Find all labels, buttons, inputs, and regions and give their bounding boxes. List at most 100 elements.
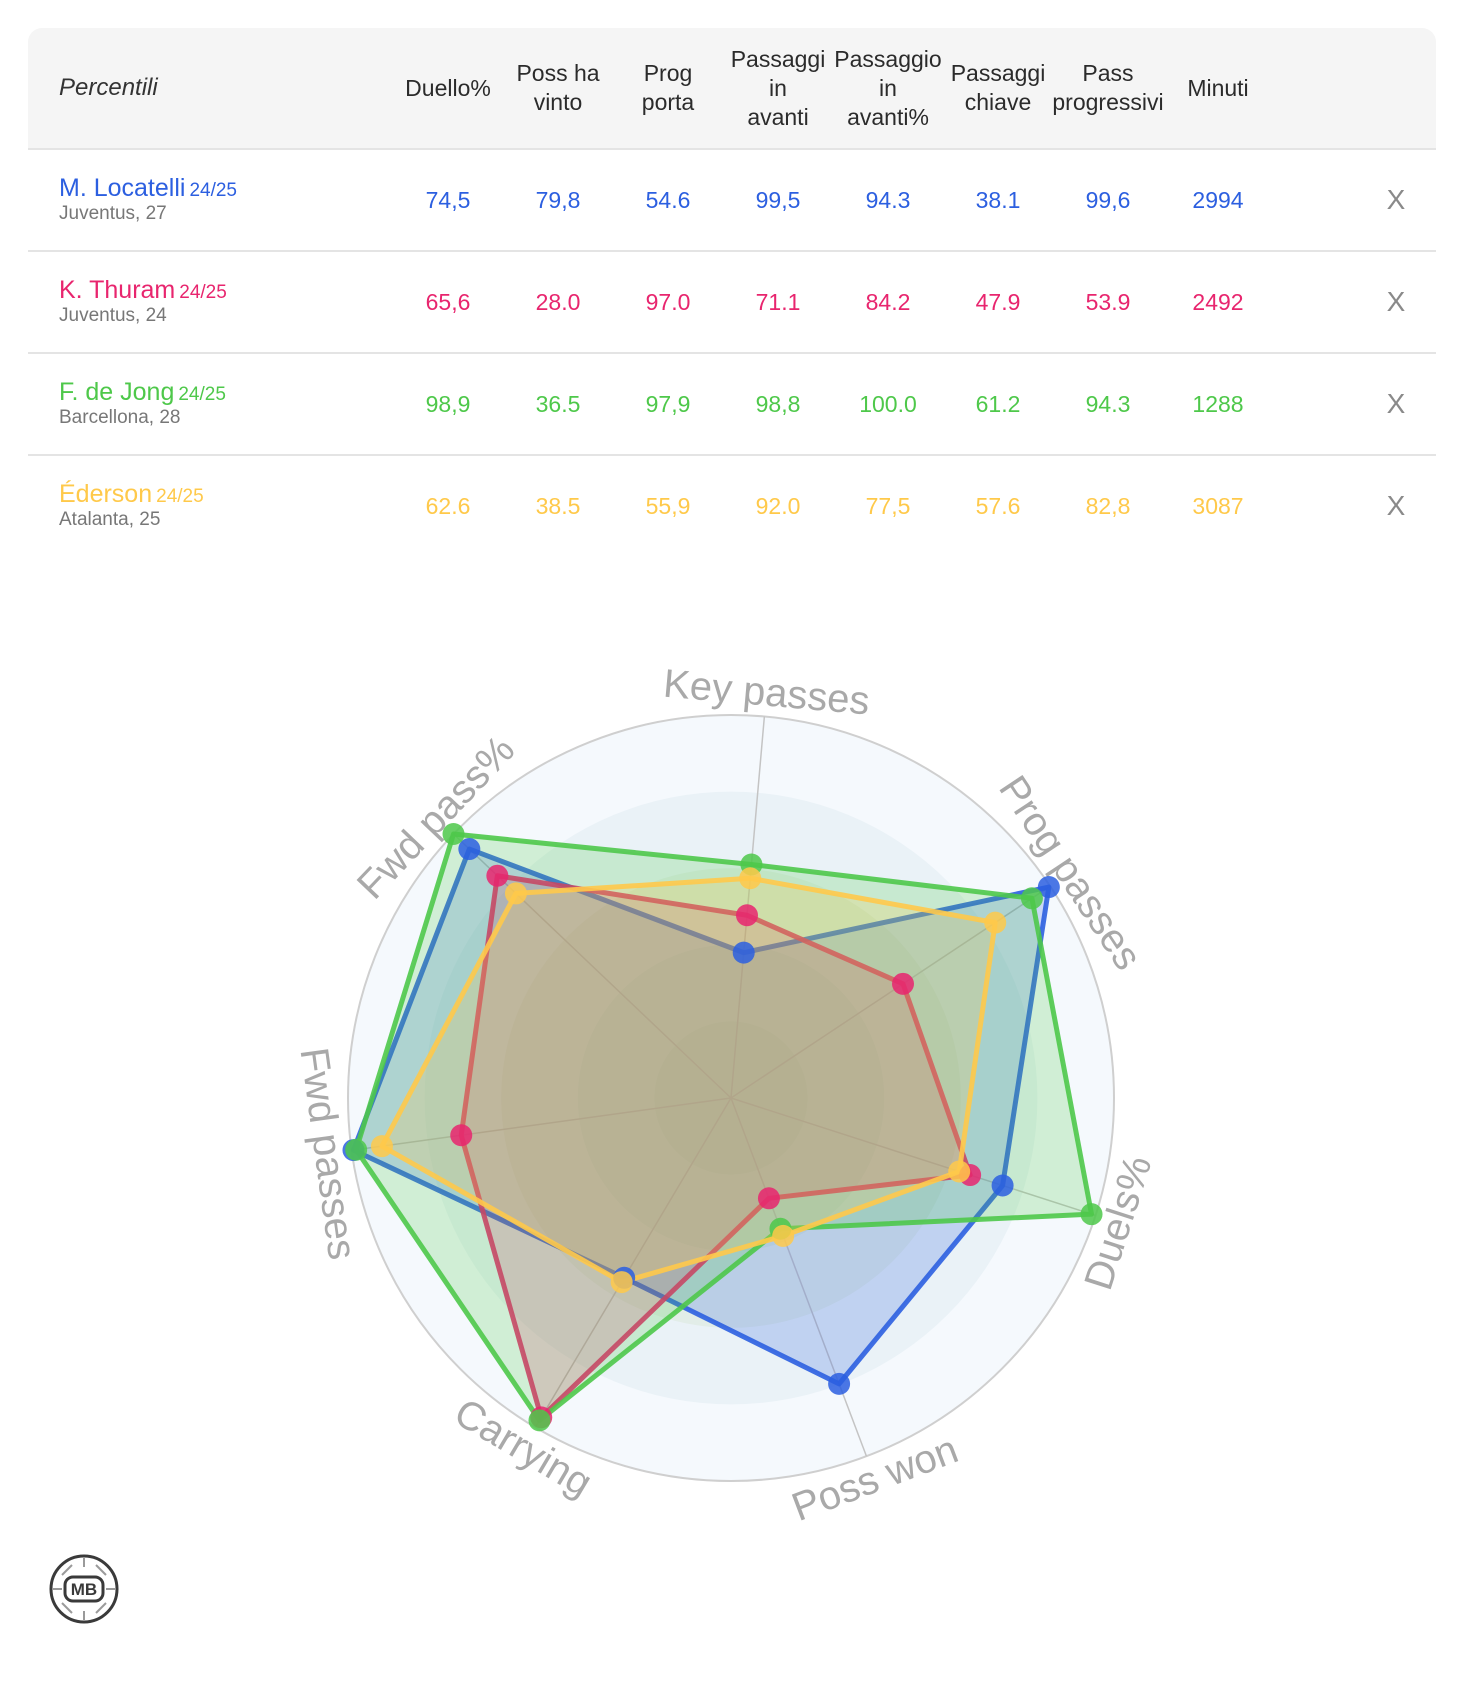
player-season: 24/25 <box>179 282 227 303</box>
value-key-passes: 47.9 <box>975 288 1021 315</box>
radar-point <box>739 867 762 890</box>
radar-markers <box>342 823 1103 1432</box>
value-fwd-pass-pct: 100.0 <box>859 390 917 417</box>
value-duels: 62.6 <box>425 492 471 519</box>
value-fwd-passes: 98,8 <box>755 390 801 417</box>
value-minutes: 3087 <box>1192 492 1244 519</box>
player-season: 24/25 <box>189 180 237 201</box>
header-prog-passes: Pass progressivi <box>1052 60 1164 115</box>
value-prog-passes: 82,8 <box>1085 492 1131 519</box>
value-fwd-passes: 99,5 <box>755 186 801 213</box>
radar-point <box>1020 887 1043 910</box>
logo-text: MB <box>71 1580 97 1599</box>
radar-point <box>732 941 755 964</box>
player-name: Éderson <box>59 480 153 508</box>
radar-point <box>442 823 465 846</box>
value-minutes: 1288 <box>1192 390 1244 417</box>
radar-point <box>504 882 527 905</box>
value-poss-won: 28.0 <box>535 288 581 315</box>
value-poss-won: 36.5 <box>535 390 581 417</box>
radar-point <box>735 904 758 927</box>
remove-player-button[interactable]: X <box>1386 286 1406 317</box>
radar-series-layer <box>342 823 1103 1432</box>
value-poss-won: 38.5 <box>535 492 581 519</box>
player-season: 24/25 <box>156 486 204 507</box>
player-row: M. Locatelli 24/25 Juventus, 27 74,5 79,8… <box>28 150 1436 252</box>
header-poss-won: Poss ha vinto <box>516 60 600 115</box>
value-duels: 65,6 <box>425 288 471 315</box>
radar-polygons <box>350 831 1095 1423</box>
value-prog-carry: 55,9 <box>645 492 691 519</box>
value-key-passes: 61.2 <box>975 390 1021 417</box>
value-poss-won: 79,8 <box>535 186 581 213</box>
radar-spoke <box>351 1097 732 1152</box>
radar-point <box>984 911 1007 934</box>
radar-point <box>1080 1203 1103 1226</box>
header-fwd-passes: Passaggi in avanti <box>730 45 826 130</box>
radar-point <box>345 1138 368 1161</box>
radar-point <box>892 972 915 995</box>
header-prog-carry: Prog porta <box>641 60 695 115</box>
player-team: Atalanta, 25 <box>59 509 161 530</box>
remove-player-button[interactable]: X <box>1386 388 1406 419</box>
radar-point <box>486 864 509 887</box>
player-name-cell[interactable]: M. Locatelli 24/25 <box>59 174 237 203</box>
value-duels: 74,5 <box>425 186 471 213</box>
radar-point <box>828 1372 851 1395</box>
radar-grid <box>347 714 1115 1482</box>
radar-series-1 <box>458 873 973 1420</box>
value-prog-passes: 94.3 <box>1085 390 1131 417</box>
value-fwd-passes: 92.0 <box>755 492 801 519</box>
radar-point <box>772 1224 795 1247</box>
player-team: Juventus, 24 <box>59 305 167 326</box>
player-row: F. de Jong 24/25 Barcellona, 28 98,9 36.5… <box>28 354 1436 456</box>
value-minutes: 2994 <box>1192 186 1244 213</box>
value-minutes: 2492 <box>1192 288 1244 315</box>
player-name-cell[interactable]: F. de Jong 24/25 <box>59 378 226 407</box>
value-fwd-pass-pct: 77,5 <box>865 492 911 519</box>
radar-point <box>458 838 481 861</box>
radar-spoke <box>534 1097 732 1428</box>
value-prog-passes: 53.9 <box>1085 288 1131 315</box>
radar-point <box>948 1160 971 1183</box>
player-team: Juventus, 27 <box>59 203 167 224</box>
header-duels: Duello% <box>405 74 491 101</box>
value-prog-carry: 54.6 <box>645 186 691 213</box>
value-prog-passes: 99,6 <box>1085 186 1131 213</box>
player-name: F. de Jong <box>59 378 175 406</box>
value-duels: 98,9 <box>425 390 471 417</box>
table-header: Percentili Duello% Poss ha vinto Prog po… <box>28 28 1436 150</box>
value-key-passes: 57.6 <box>975 492 1021 519</box>
header-fwd-pass-pct: Passaggio in avanti% <box>834 45 942 130</box>
player-name-cell[interactable]: Éderson 24/25 <box>59 480 204 509</box>
radar-point <box>370 1135 393 1158</box>
radar-point <box>610 1271 633 1294</box>
value-fwd-pass-pct: 84.2 <box>865 288 911 315</box>
value-fwd-passes: 71.1 <box>755 288 801 315</box>
radar-point <box>528 1409 551 1432</box>
percentile-table: Percentili Duello% Poss ha vinto Prog po… <box>28 28 1436 556</box>
player-team: Barcellona, 28 <box>59 407 181 428</box>
value-prog-carry: 97,9 <box>645 390 691 417</box>
player-name: K. Thuram <box>59 276 176 304</box>
value-key-passes: 38.1 <box>975 186 1021 213</box>
player-season: 24/25 <box>178 384 226 405</box>
radar-point <box>757 1187 780 1210</box>
radar-point <box>991 1174 1014 1197</box>
radar-point <box>450 1124 473 1147</box>
value-fwd-pass-pct: 94.3 <box>865 186 911 213</box>
header-key-passes: Passaggi chiave <box>950 60 1046 115</box>
player-row: K. Thuram 24/25 Juventus, 24 65,6 28.0 97… <box>28 252 1436 354</box>
remove-player-button[interactable]: X <box>1386 490 1406 521</box>
radar-axis-label: Key passes <box>662 662 872 724</box>
radar-point <box>1037 876 1060 899</box>
mb-logo: MB <box>49 1554 119 1624</box>
remove-player-button[interactable]: X <box>1386 184 1406 215</box>
value-prog-carry: 97.0 <box>645 288 691 315</box>
radar-series-3 <box>379 875 998 1285</box>
player-name: M. Locatelli <box>59 174 186 202</box>
player-row: Éderson 24/25 Atalanta, 25 62.6 38.5 55,9… <box>28 456 1436 556</box>
player-name-cell[interactable]: K. Thuram 24/25 <box>59 276 227 305</box>
header-minutes: Minuti <box>1187 74 1249 101</box>
